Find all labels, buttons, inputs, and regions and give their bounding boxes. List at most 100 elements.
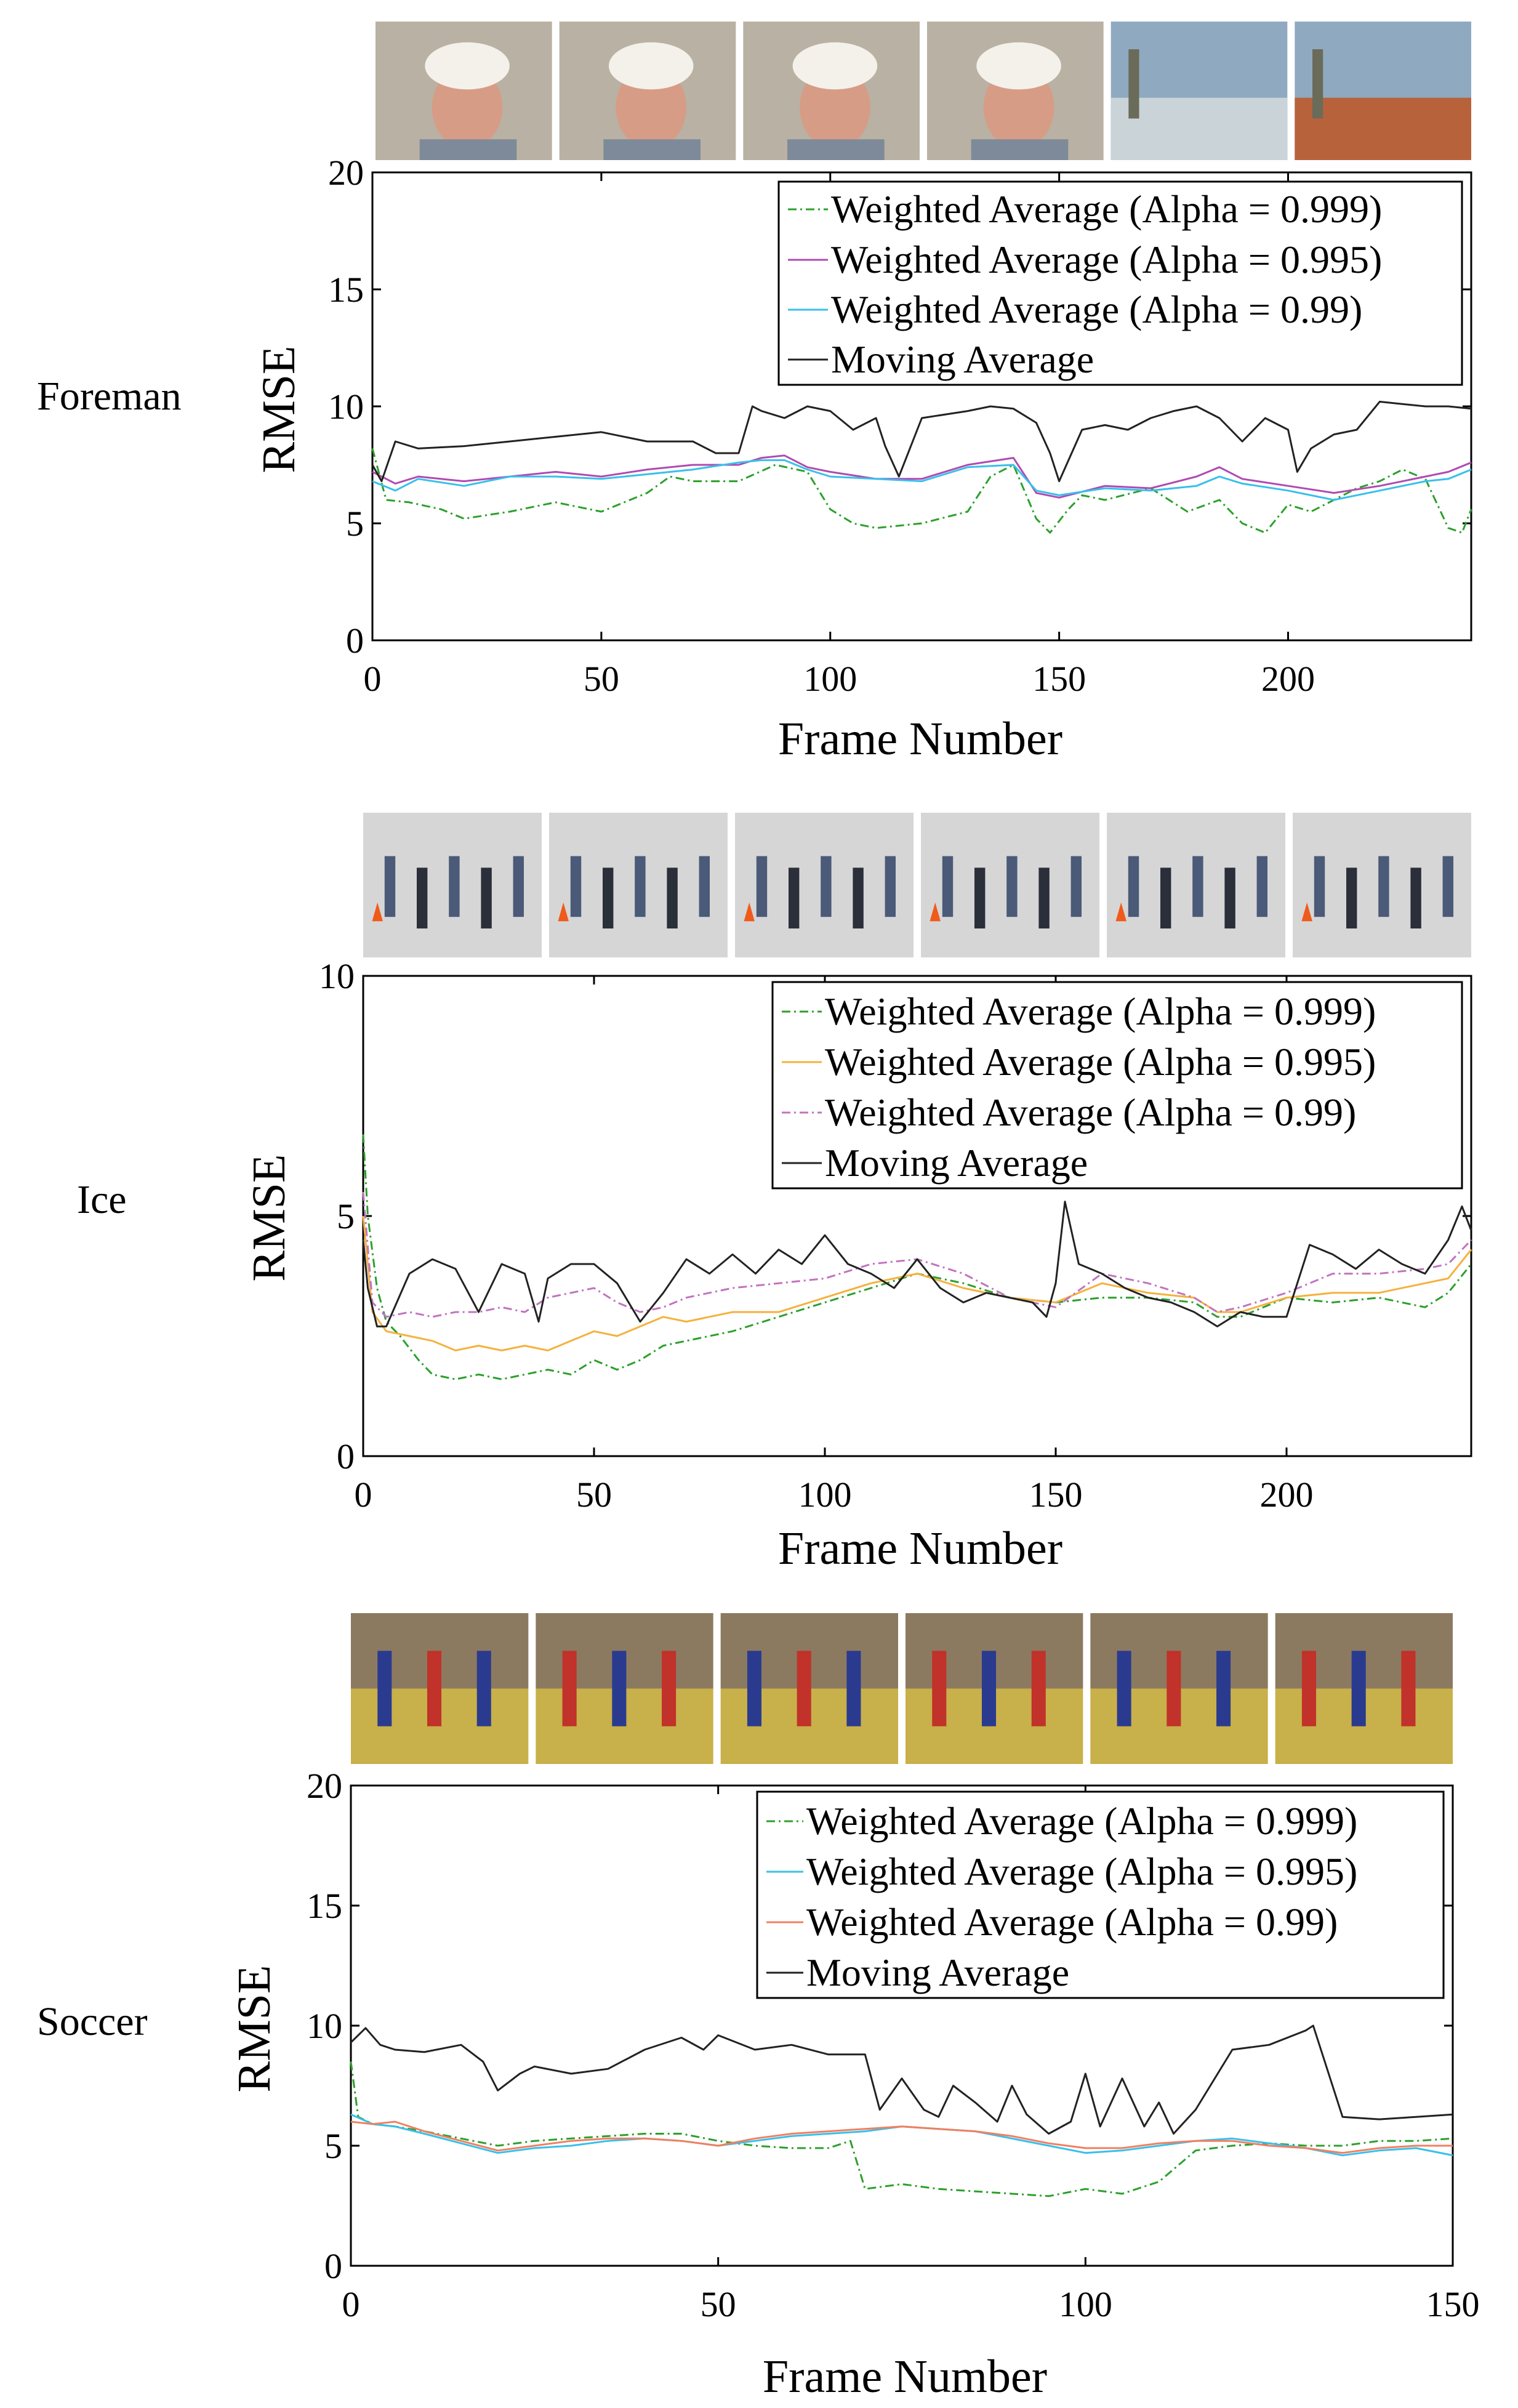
x-tick-label: 50 bbox=[701, 2284, 736, 2324]
player-shape bbox=[1401, 1651, 1416, 1726]
legend-box bbox=[771, 981, 1463, 1190]
legend-entry: Weighted Average (Alpha = 0.99) bbox=[806, 1900, 1338, 1944]
cone-shape bbox=[372, 902, 383, 922]
series-line-1 bbox=[362, 1215, 1472, 1351]
plot-lines bbox=[350, 2024, 1453, 2197]
player-shape bbox=[797, 1651, 811, 1726]
ice-frame-1-thumbnail bbox=[363, 813, 542, 957]
y-tick-label: 15 bbox=[307, 1886, 342, 1926]
legend-entry: Weighted Average (Alpha = 0.99) bbox=[831, 288, 1362, 331]
y-tick-label: 15 bbox=[328, 270, 364, 310]
x-tick-label: 50 bbox=[584, 659, 619, 699]
soccer-frame-6-thumbnail bbox=[1275, 1613, 1453, 1764]
hard-hat-shape bbox=[792, 42, 878, 90]
plot-lines bbox=[371, 400, 1472, 534]
player-shape bbox=[377, 1651, 392, 1726]
skater-shape bbox=[513, 856, 524, 917]
skater-shape bbox=[1070, 856, 1082, 917]
y-tick-label: 5 bbox=[346, 504, 364, 544]
legend-entry: Weighted Average (Alpha = 0.99) bbox=[825, 1090, 1356, 1134]
ice-frame-5-thumbnail bbox=[1107, 813, 1285, 957]
series-line-0 bbox=[362, 1134, 1472, 1380]
series-line-2 bbox=[362, 1191, 1472, 1318]
y-axis-label: RMSE bbox=[228, 1965, 280, 2093]
x-tick-label: 0 bbox=[342, 2284, 360, 2324]
legend-entry: Weighted Average (Alpha = 0.995) bbox=[806, 1850, 1357, 1893]
legend-entry: Weighted Average (Alpha = 0.995) bbox=[825, 1040, 1376, 1084]
tree-shape bbox=[1312, 49, 1323, 119]
legend-entry: Weighted Average (Alpha = 0.999) bbox=[831, 187, 1382, 231]
cone-shape bbox=[558, 902, 569, 922]
skater-shape bbox=[417, 868, 428, 928]
skater-shape bbox=[853, 868, 864, 928]
foreman-panel: Foreman RMSE Frame Number 0 50 100 150 200 0 5… bbox=[37, 22, 1472, 765]
cone-shape bbox=[1115, 902, 1126, 922]
y-tick-label: 20 bbox=[328, 153, 364, 193]
y-tick-label: 0 bbox=[346, 621, 364, 661]
skater-shape bbox=[974, 868, 986, 928]
building-shape bbox=[1110, 97, 1288, 160]
skater-shape bbox=[1442, 856, 1453, 917]
cone-shape bbox=[744, 902, 755, 922]
y-tick-label: 0 bbox=[337, 1436, 355, 1476]
jacket-shape bbox=[971, 139, 1069, 160]
series-line-2 bbox=[350, 2120, 1453, 2154]
ice-thumbnail-strip bbox=[363, 813, 1471, 957]
skater-shape bbox=[1160, 868, 1171, 928]
legend-box bbox=[777, 180, 1463, 386]
y-tick-label: 10 bbox=[319, 956, 355, 996]
axis-ticks: 0 50 100 150 200 0 5 10 15 20 bbox=[328, 153, 1471, 699]
x-axis-label: Frame Number bbox=[763, 2351, 1047, 2402]
foreman-frame-3-thumbnail bbox=[743, 22, 920, 160]
player-shape bbox=[1351, 1651, 1366, 1726]
foreman-frame-6-thumbnail bbox=[1295, 22, 1471, 160]
legend-entry: Weighted Average (Alpha = 0.999) bbox=[825, 989, 1376, 1033]
sequence-label-soccer: Soccer bbox=[37, 1999, 148, 2044]
player-shape bbox=[1031, 1651, 1046, 1726]
hard-hat-shape bbox=[425, 42, 510, 90]
skater-shape bbox=[821, 856, 832, 917]
player-shape bbox=[932, 1651, 947, 1726]
sequence-label-ice: Ice bbox=[77, 1177, 127, 1222]
x-axis-label: Frame Number bbox=[778, 1523, 1062, 1574]
series-line-3 bbox=[371, 400, 1472, 483]
legend-entry: Moving Average bbox=[825, 1141, 1088, 1185]
skater-shape bbox=[1314, 856, 1325, 917]
skater-shape bbox=[384, 856, 396, 917]
legend-entry: Weighted Average (Alpha = 0.999) bbox=[806, 1799, 1357, 1843]
series-line-0 bbox=[350, 2061, 1453, 2197]
ice-frame-6-thumbnail bbox=[1293, 813, 1471, 957]
series-line-1 bbox=[372, 454, 1472, 499]
skater-shape bbox=[1006, 856, 1018, 917]
skater-shape bbox=[1256, 856, 1267, 917]
plot-lines bbox=[362, 1134, 1472, 1380]
soccer-frame-1-thumbnail bbox=[351, 1613, 529, 1764]
sequence-label-foreman: Foreman bbox=[37, 374, 182, 419]
skater-shape bbox=[1346, 868, 1357, 928]
hard-hat-shape bbox=[608, 42, 694, 90]
y-tick-label: 10 bbox=[307, 2006, 342, 2046]
y-tick-label: 0 bbox=[324, 2246, 342, 2286]
x-tick-label: 100 bbox=[1059, 2284, 1112, 2324]
series-line-0 bbox=[371, 448, 1472, 534]
player-shape bbox=[846, 1651, 861, 1726]
legend-box bbox=[756, 1790, 1445, 1999]
foreman-frame-4-thumbnail bbox=[927, 22, 1104, 160]
soccer-frame-4-thumbnail bbox=[906, 1613, 1083, 1764]
x-tick-label: 150 bbox=[1426, 2284, 1480, 2324]
player-shape bbox=[562, 1651, 577, 1726]
skater-shape bbox=[1224, 868, 1235, 928]
legend: Weighted Average (Alpha = 0.999) Weighte… bbox=[777, 180, 1463, 386]
skater-shape bbox=[570, 856, 582, 917]
skater-shape bbox=[942, 856, 954, 917]
axis-ticks: 0 50 100 150 0 5 10 15 20 bbox=[307, 1766, 1480, 2324]
skater-shape bbox=[885, 856, 896, 917]
tree-shape bbox=[1128, 49, 1139, 119]
x-axis-label: Frame Number bbox=[778, 713, 1062, 765]
player-shape bbox=[981, 1651, 997, 1726]
ice-panel: Ice RMSE Frame Number 0 50 100 150 200 0 5 10 W… bbox=[77, 813, 1472, 1574]
skater-shape bbox=[603, 868, 614, 928]
skater-shape bbox=[789, 868, 800, 928]
player-shape bbox=[1216, 1651, 1231, 1726]
soccer-frame-3-thumbnail bbox=[720, 1613, 898, 1764]
